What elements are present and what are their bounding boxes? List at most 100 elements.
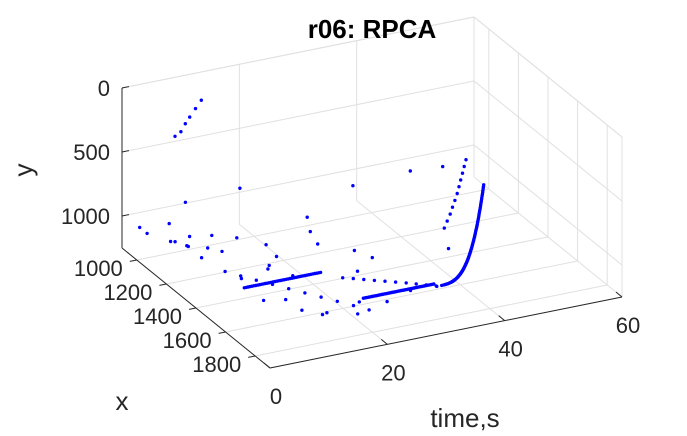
data-point xyxy=(303,291,307,295)
x-tick-label: 1800 xyxy=(192,352,241,377)
data-point xyxy=(464,158,468,162)
data-points xyxy=(138,98,486,317)
track-point xyxy=(435,284,439,289)
grid-line xyxy=(473,80,623,202)
time-tick-label: 60 xyxy=(616,313,640,338)
data-point xyxy=(187,234,192,239)
x-tick-mark xyxy=(159,283,167,286)
data-point xyxy=(199,98,203,102)
data-point xyxy=(267,263,271,268)
x-tick-mark xyxy=(129,259,137,262)
y-tick-mark xyxy=(121,86,130,89)
data-point xyxy=(351,303,356,308)
time-tick-label: 0 xyxy=(270,384,282,409)
data-point xyxy=(357,300,361,304)
data-point xyxy=(239,274,243,278)
grid-line xyxy=(166,212,519,285)
data-point xyxy=(393,280,398,284)
data-point xyxy=(460,171,465,175)
data-point xyxy=(325,311,329,315)
data-point xyxy=(254,278,258,282)
grid-line xyxy=(136,188,489,261)
grid-line xyxy=(473,144,623,266)
pane-border xyxy=(473,16,623,138)
data-point xyxy=(188,115,192,119)
data-point xyxy=(362,277,366,282)
data-point xyxy=(173,134,177,138)
axes-lines xyxy=(121,86,623,369)
data-point xyxy=(414,282,418,286)
data-point xyxy=(367,308,371,312)
data-point xyxy=(442,226,446,230)
x-tick-label: 1200 xyxy=(103,280,152,305)
x-tick-mark xyxy=(218,331,226,334)
grid-line xyxy=(255,284,608,357)
data-point xyxy=(235,236,239,240)
data-point xyxy=(223,269,227,274)
data-point xyxy=(300,308,304,312)
data-point xyxy=(305,215,309,219)
data-point xyxy=(448,212,452,216)
grid-line xyxy=(121,80,475,153)
data-point xyxy=(370,255,374,260)
data-point xyxy=(453,198,457,203)
data-point xyxy=(372,278,377,283)
data-point xyxy=(459,178,463,182)
data-point xyxy=(320,312,325,317)
time-tick-label: 40 xyxy=(498,337,522,362)
data-point xyxy=(462,164,466,169)
data-point xyxy=(316,242,320,246)
y-tick-label: 0 xyxy=(98,76,110,101)
data-point xyxy=(352,248,357,253)
data-point xyxy=(308,229,312,234)
grid-line xyxy=(356,200,505,322)
data-point xyxy=(455,191,459,196)
data-point xyxy=(239,276,244,281)
time-tick-mark xyxy=(263,362,271,369)
data-point xyxy=(173,240,177,244)
data-point xyxy=(264,243,268,247)
data-point xyxy=(383,279,387,283)
data-point xyxy=(356,312,360,316)
x-tick-label: 1400 xyxy=(133,304,182,329)
data-point xyxy=(199,256,204,260)
data-point xyxy=(193,106,198,111)
data-point xyxy=(138,225,142,230)
x-tick-label: 1600 xyxy=(163,328,212,353)
y-axis-label: y xyxy=(8,164,38,177)
data-point xyxy=(186,244,190,249)
grid-line xyxy=(225,260,578,333)
track-point xyxy=(318,270,323,275)
data-point xyxy=(446,246,451,251)
x-axis-label: x xyxy=(116,386,129,416)
x-tick-label: 1000 xyxy=(74,256,123,281)
data-point xyxy=(220,249,224,254)
data-point xyxy=(450,205,455,209)
data-point xyxy=(319,295,323,299)
data-point xyxy=(179,130,183,134)
y-tick-label: 500 xyxy=(73,140,110,165)
data-point xyxy=(341,276,345,280)
grid-line xyxy=(121,144,475,217)
data-point xyxy=(404,281,408,285)
data-point xyxy=(335,299,339,303)
data-point xyxy=(266,267,270,271)
data-point xyxy=(355,269,360,273)
pane-border xyxy=(121,16,475,89)
grid-line xyxy=(473,176,623,298)
data-point xyxy=(457,185,461,189)
data-point xyxy=(261,298,266,303)
time-tick-mark xyxy=(615,291,623,298)
data-point xyxy=(351,276,355,281)
data-point xyxy=(351,184,355,188)
x-tick-mark xyxy=(188,307,197,310)
time-axis-label: time,s xyxy=(430,403,499,433)
data-point xyxy=(284,297,288,302)
data-point xyxy=(168,239,173,244)
time-tick-label: 20 xyxy=(381,360,405,385)
data-point xyxy=(183,200,188,204)
data-point xyxy=(441,164,445,169)
grid-line xyxy=(239,223,388,345)
